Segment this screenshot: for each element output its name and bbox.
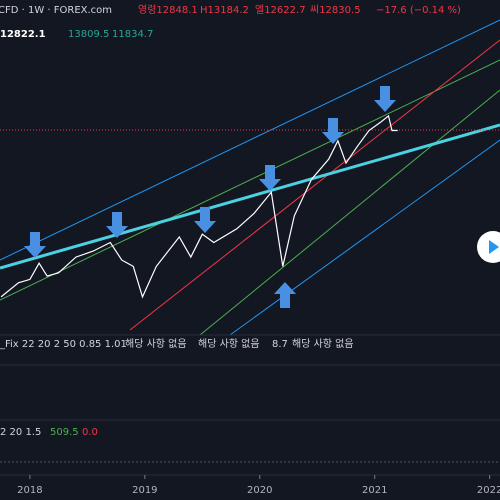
symbol: CFD · 1W · FOREX.com	[0, 5, 112, 16]
indicator-value: 8.7	[272, 339, 288, 350]
drawings	[0, 19, 500, 476]
price-line	[0, 114, 398, 299]
overlay-value: 11834.7	[112, 29, 153, 40]
change: −17.6 (−0.14 %)	[376, 5, 461, 16]
arrow-down	[106, 212, 128, 238]
channel-line	[0, 19, 500, 261]
arrow-up	[274, 282, 296, 308]
channel-line	[0, 59, 500, 301]
play-icon	[489, 240, 499, 254]
channel-line	[199, 89, 500, 336]
indicator-na: 해당 사항 없음	[198, 337, 260, 350]
overlay-value: 12822.1	[0, 29, 46, 40]
arrow-down	[194, 207, 216, 233]
scroll-button[interactable]	[477, 231, 500, 263]
overlay-value: 13809.5	[68, 29, 109, 40]
trend-line	[0, 123, 500, 270]
high: H13184.2	[200, 5, 249, 16]
x-tick-label: 2019	[132, 485, 157, 496]
indicator-na: 해당 사항 없음	[125, 337, 187, 350]
open: 영령12848.1	[138, 4, 198, 16]
arrows	[24, 86, 500, 308]
indicator-na: 해당 사항 없음	[292, 337, 354, 350]
arrow-down	[259, 165, 281, 191]
indicator-value: 509.5	[50, 427, 79, 438]
x-tick-label: 2018	[17, 485, 42, 496]
close: 씨12830.5	[310, 4, 361, 16]
arrow-down	[322, 118, 344, 144]
indicator-label: _Fix 22 20 2 50 0.85 1.01	[0, 339, 127, 350]
x-tick-label: 2022	[477, 485, 500, 496]
low: 엘12622.7	[255, 3, 306, 16]
arrow-down	[374, 86, 396, 112]
x-tick-label: 2021	[362, 485, 387, 496]
indicator-value: 0.0	[82, 427, 98, 438]
channel-line	[229, 139, 500, 336]
indicator-label: 2 20 1.5	[0, 427, 41, 438]
x-tick-label: 2020	[247, 485, 272, 496]
arrow-down	[24, 232, 46, 258]
channel-line	[129, 39, 500, 331]
